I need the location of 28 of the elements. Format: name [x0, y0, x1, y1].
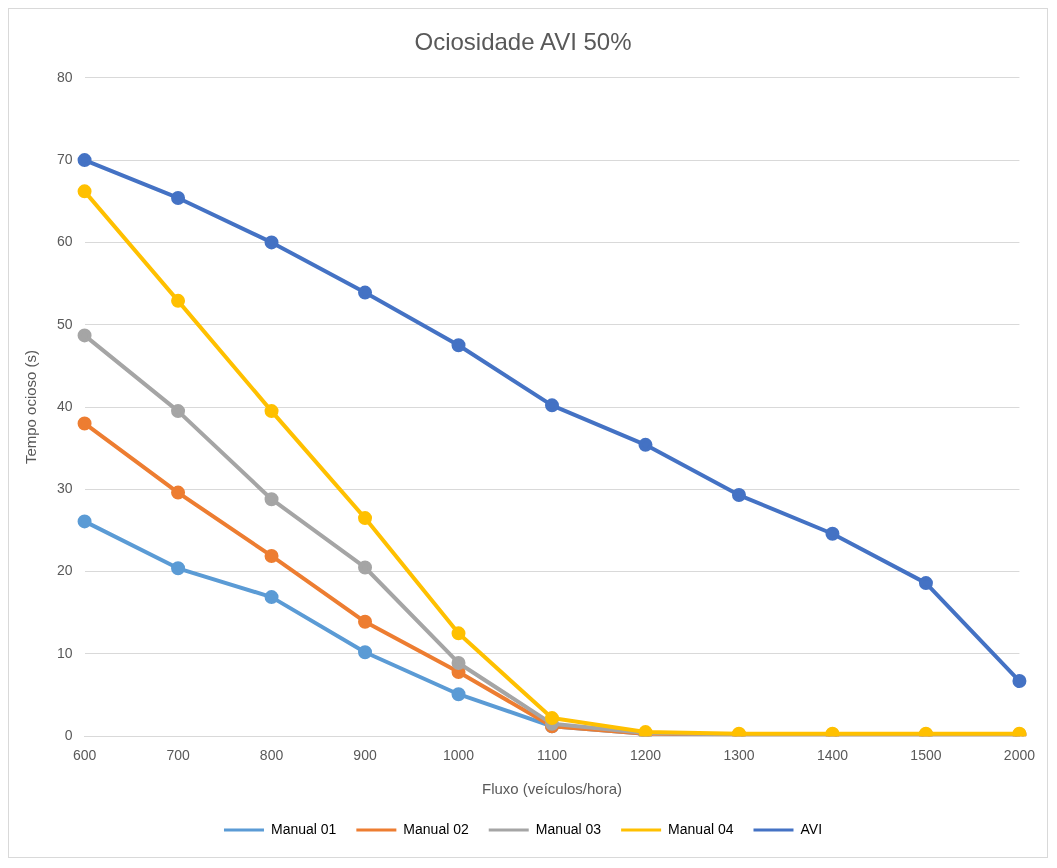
y-tick-label: 20 — [56, 562, 73, 579]
y-tick-label: 50 — [56, 315, 73, 332]
x-axis-title: Fluxo (veículos/hora) — [481, 780, 623, 798]
y-tick-label: 10 — [56, 644, 73, 661]
x-tick-label: 2000 — [1003, 747, 1036, 764]
x-tick-label: 900 — [353, 747, 377, 764]
y-tick-label: 0 — [64, 727, 73, 744]
legend-label: Manual 03 — [535, 820, 602, 837]
legend-label: Manual 04 — [668, 820, 734, 837]
x-tick-label: 600 — [72, 747, 97, 764]
y-tick-label: 60 — [56, 233, 73, 250]
y-tick-label: 40 — [56, 397, 73, 414]
x-tick-label: 1000 — [442, 747, 475, 764]
x-tick-label: 1100 — [536, 747, 568, 764]
chart-title: Ociosidade AVI 50% — [414, 28, 632, 56]
legend-label: AVI — [800, 820, 823, 837]
x-tick-label: 1500 — [910, 747, 942, 764]
x-tick-label: 1300 — [723, 747, 755, 764]
y-tick-label: 80 — [56, 68, 73, 85]
y-tick-label: 70 — [56, 150, 73, 167]
y-axis-title: Tempo ocioso (s) — [22, 349, 40, 465]
x-tick-label: 1200 — [629, 747, 662, 764]
x-tick-label: 1400 — [816, 747, 849, 764]
x-tick-label: 800 — [259, 747, 284, 764]
legend-label: Manual 01 — [270, 820, 337, 837]
x-tick-label: 700 — [166, 747, 190, 764]
legend-label: Manual 02 — [403, 820, 469, 837]
y-tick-label: 30 — [56, 480, 73, 497]
